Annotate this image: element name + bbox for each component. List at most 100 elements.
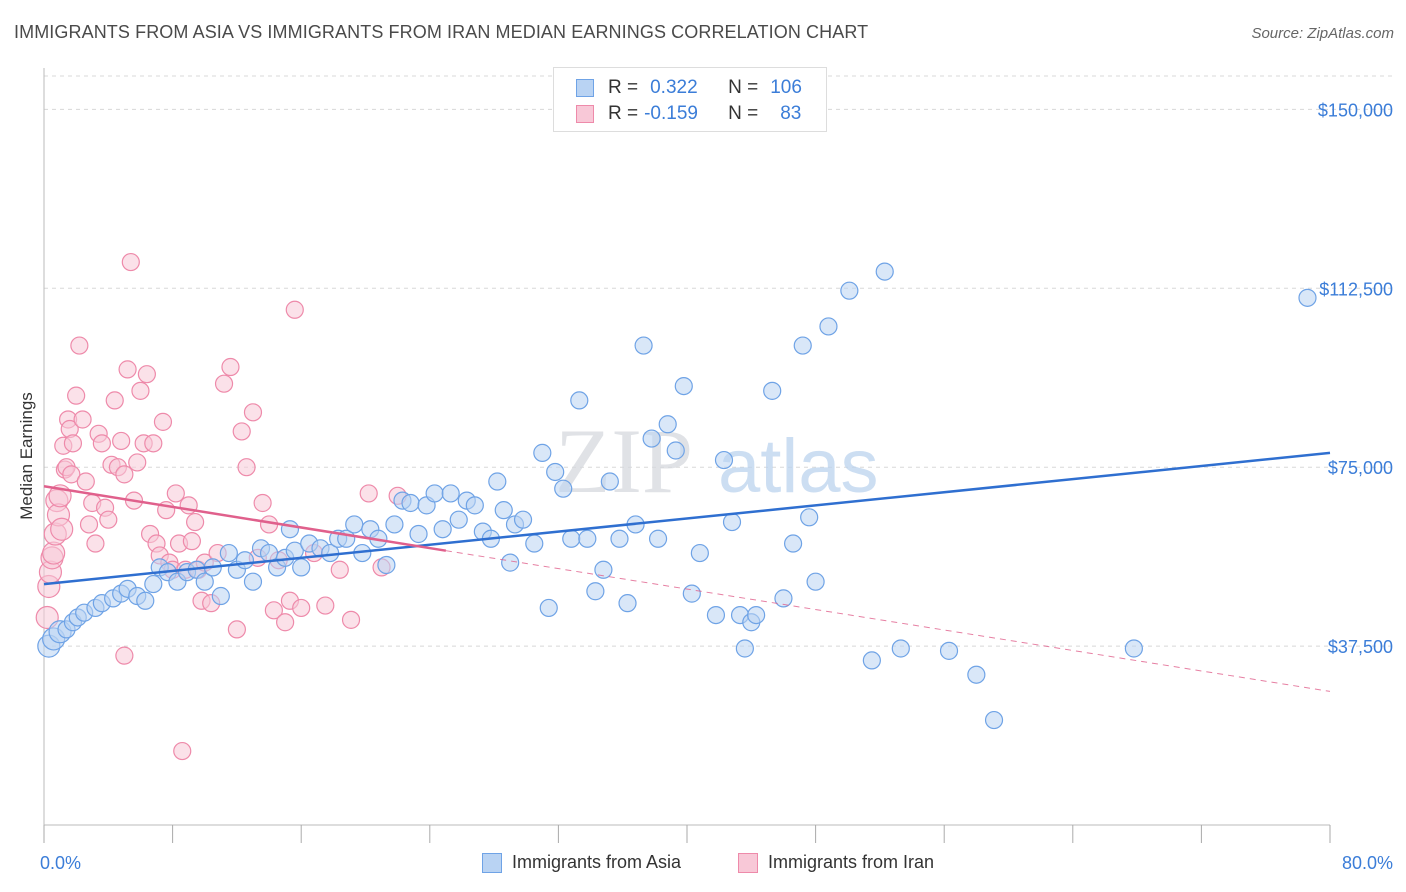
y-axis-label: Median Earnings xyxy=(17,392,36,520)
iran-point xyxy=(330,560,349,579)
asia-point xyxy=(425,484,444,503)
asia-point xyxy=(195,572,214,591)
legend-swatch-asia xyxy=(576,79,594,97)
asia-point xyxy=(939,641,959,660)
iran-point xyxy=(76,472,95,491)
asia-point xyxy=(600,472,619,491)
y-tick-label: $150,000 xyxy=(1318,100,1393,120)
asia-point xyxy=(783,534,803,553)
bottom-legend-asia: Immigrants from Asia xyxy=(482,852,681,873)
iran-point xyxy=(115,646,134,665)
asia-point xyxy=(984,710,1004,730)
iran-point xyxy=(214,374,234,393)
asia-point xyxy=(747,605,766,625)
trend-lines xyxy=(43,451,1331,692)
asia-point xyxy=(690,543,709,563)
asia-point xyxy=(1124,639,1143,658)
asia-point xyxy=(722,512,742,532)
asia-point xyxy=(136,591,155,610)
asia-point xyxy=(594,560,613,579)
legend-row-iran: R = -0.159 N = 83 xyxy=(576,102,801,126)
asia-point xyxy=(525,534,544,553)
asia-point xyxy=(401,493,420,513)
asia-point xyxy=(1298,288,1317,307)
asia-point xyxy=(546,462,565,482)
iran-point xyxy=(50,517,74,541)
asia-point xyxy=(875,262,894,281)
asia-point xyxy=(377,555,396,575)
iran-point xyxy=(144,434,163,453)
asia-point xyxy=(243,572,263,591)
iran-point xyxy=(243,403,263,422)
iran-point xyxy=(166,484,185,503)
asia-trend-line xyxy=(43,451,1331,586)
iran-point xyxy=(186,512,205,532)
iran-point xyxy=(173,741,192,761)
bottom-legend-label-asia: Immigrants from Asia xyxy=(512,852,682,872)
asia-point xyxy=(235,551,255,570)
asia-point xyxy=(800,508,819,527)
asia-point xyxy=(570,391,589,410)
legend-r-label: R = xyxy=(608,77,639,98)
asia-point xyxy=(610,529,629,548)
bottom-legend-swatch-asia xyxy=(482,852,502,873)
asia-point xyxy=(793,336,812,355)
asia-point xyxy=(735,639,754,658)
asia-point xyxy=(409,524,428,544)
iran-point xyxy=(237,458,256,477)
legend-row-asia: R = 0.322 N = 106 xyxy=(576,76,802,100)
legend-n-label: N = xyxy=(728,77,759,98)
iran-point xyxy=(232,422,251,441)
asia-point xyxy=(494,501,513,520)
asia-point xyxy=(618,594,637,613)
iran-point xyxy=(137,365,156,384)
iran-point xyxy=(292,598,311,618)
series-asia-points xyxy=(37,262,1317,730)
asia-point xyxy=(666,441,685,460)
iran-point xyxy=(359,484,378,503)
asia-point xyxy=(433,520,452,539)
iran-point xyxy=(70,336,89,355)
asia-point xyxy=(642,429,661,448)
bottom-legend-swatch-iran xyxy=(738,852,758,873)
iran-point xyxy=(131,381,150,400)
asia-point xyxy=(819,317,838,336)
iran-point xyxy=(62,465,81,484)
iran-point xyxy=(128,453,147,472)
bottom-legend-iran: Immigrants from Iran xyxy=(738,852,934,873)
iran-point xyxy=(276,613,295,632)
asia-point xyxy=(658,415,677,434)
iran-point xyxy=(316,596,335,615)
legend-r-value: 0.322 xyxy=(650,77,698,98)
asia-point xyxy=(682,584,701,603)
iran-point xyxy=(253,493,272,513)
axes xyxy=(43,68,1331,843)
iran-point xyxy=(79,515,99,534)
asia-point xyxy=(806,572,825,591)
iran-point xyxy=(221,357,240,377)
asia-point xyxy=(714,450,734,470)
asia-point xyxy=(488,472,507,491)
legend-swatch-iran xyxy=(576,105,594,123)
iran-trend-line xyxy=(43,485,447,552)
legend: R = 0.322 N = 106 R = -0.159 N = 83 xyxy=(553,67,827,132)
asia-point xyxy=(586,582,605,601)
asia-point xyxy=(144,574,163,594)
iran-point xyxy=(285,300,304,319)
asia-point xyxy=(648,529,668,548)
asia-point xyxy=(634,336,653,355)
y-tick-label: $37,500 xyxy=(1328,637,1393,657)
asia-point xyxy=(219,543,238,563)
asia-point xyxy=(501,553,520,572)
asia-point xyxy=(533,443,552,462)
asia-point xyxy=(345,515,364,534)
asia-point xyxy=(674,376,693,396)
iran-point xyxy=(63,434,83,453)
legend-r-value: -0.159 xyxy=(644,103,698,124)
iran-point xyxy=(227,620,246,639)
asia-point xyxy=(539,598,558,618)
legend-r-label: R = xyxy=(608,103,639,124)
asia-point xyxy=(774,589,793,608)
asia-point xyxy=(562,529,581,548)
